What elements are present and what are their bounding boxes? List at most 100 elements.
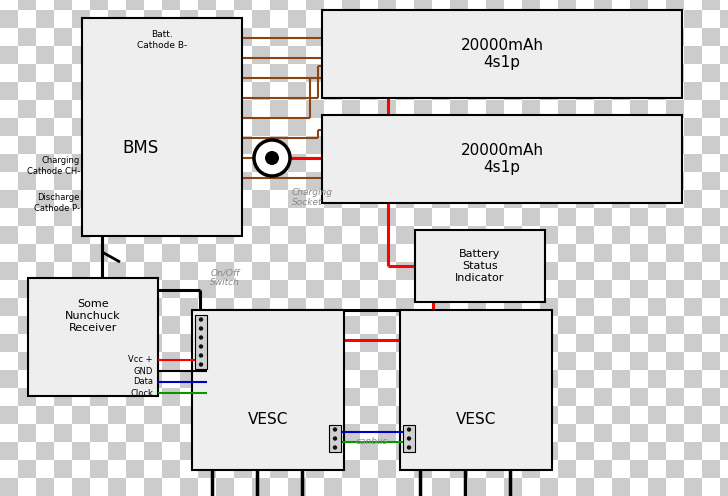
Circle shape: [407, 445, 411, 450]
Bar: [540, 226, 558, 244]
Bar: [684, 460, 702, 478]
Bar: [684, 226, 702, 244]
Bar: [90, 28, 108, 46]
Bar: [666, 190, 684, 208]
Bar: [486, 352, 504, 370]
Bar: [324, 190, 342, 208]
Bar: [234, 10, 252, 28]
Bar: [396, 316, 414, 334]
Bar: [360, 100, 378, 118]
Bar: [450, 262, 468, 280]
Bar: [108, 280, 126, 298]
Bar: [270, 298, 288, 316]
Bar: [192, 310, 344, 470]
Bar: [684, 64, 702, 82]
Bar: [648, 298, 666, 316]
Bar: [198, 388, 216, 406]
Bar: [54, 442, 72, 460]
Bar: [198, 424, 216, 442]
Bar: [180, 154, 198, 172]
Bar: [270, 244, 288, 262]
Bar: [270, 388, 288, 406]
Bar: [666, 334, 684, 352]
Bar: [252, 208, 270, 226]
Text: GND: GND: [134, 367, 153, 375]
Bar: [342, 334, 360, 352]
Bar: [180, 208, 198, 226]
Bar: [180, 316, 198, 334]
Bar: [468, 424, 486, 442]
Bar: [594, 406, 612, 424]
Bar: [108, 244, 126, 262]
Bar: [648, 46, 666, 64]
Bar: [252, 352, 270, 370]
Bar: [684, 352, 702, 370]
Bar: [540, 0, 558, 10]
Bar: [612, 172, 630, 190]
Bar: [180, 28, 198, 46]
Bar: [432, 370, 450, 388]
Bar: [18, 82, 36, 100]
Bar: [432, 442, 450, 460]
Bar: [90, 280, 108, 298]
Bar: [288, 388, 306, 406]
Bar: [702, 172, 720, 190]
Bar: [0, 424, 18, 442]
Bar: [522, 262, 540, 280]
Bar: [252, 118, 270, 136]
Bar: [108, 226, 126, 244]
Bar: [342, 316, 360, 334]
Bar: [720, 0, 728, 10]
Bar: [576, 118, 594, 136]
Bar: [666, 100, 684, 118]
Bar: [360, 442, 378, 460]
Bar: [54, 136, 72, 154]
Bar: [558, 334, 576, 352]
Bar: [720, 280, 728, 298]
Bar: [18, 424, 36, 442]
Bar: [468, 226, 486, 244]
Bar: [90, 262, 108, 280]
Bar: [54, 208, 72, 226]
Bar: [468, 280, 486, 298]
Bar: [270, 262, 288, 280]
Bar: [576, 82, 594, 100]
Bar: [684, 442, 702, 460]
Bar: [396, 244, 414, 262]
Bar: [288, 46, 306, 64]
Bar: [558, 460, 576, 478]
Bar: [558, 154, 576, 172]
Bar: [324, 172, 342, 190]
Bar: [594, 334, 612, 352]
Bar: [486, 208, 504, 226]
Bar: [666, 316, 684, 334]
Bar: [252, 406, 270, 424]
Bar: [126, 262, 144, 280]
Bar: [720, 352, 728, 370]
Bar: [306, 100, 324, 118]
Bar: [90, 370, 108, 388]
Bar: [666, 262, 684, 280]
Bar: [108, 442, 126, 460]
Bar: [126, 280, 144, 298]
Bar: [378, 262, 396, 280]
Bar: [594, 226, 612, 244]
Bar: [108, 10, 126, 28]
Bar: [288, 190, 306, 208]
Bar: [486, 442, 504, 460]
Bar: [72, 190, 90, 208]
Bar: [18, 226, 36, 244]
Bar: [324, 82, 342, 100]
Bar: [324, 460, 342, 478]
Bar: [414, 0, 432, 10]
Bar: [576, 280, 594, 298]
Bar: [720, 82, 728, 100]
Bar: [126, 100, 144, 118]
Bar: [648, 208, 666, 226]
Bar: [162, 316, 180, 334]
Bar: [630, 0, 648, 10]
Bar: [630, 136, 648, 154]
Bar: [90, 82, 108, 100]
Bar: [558, 298, 576, 316]
Bar: [36, 46, 54, 64]
